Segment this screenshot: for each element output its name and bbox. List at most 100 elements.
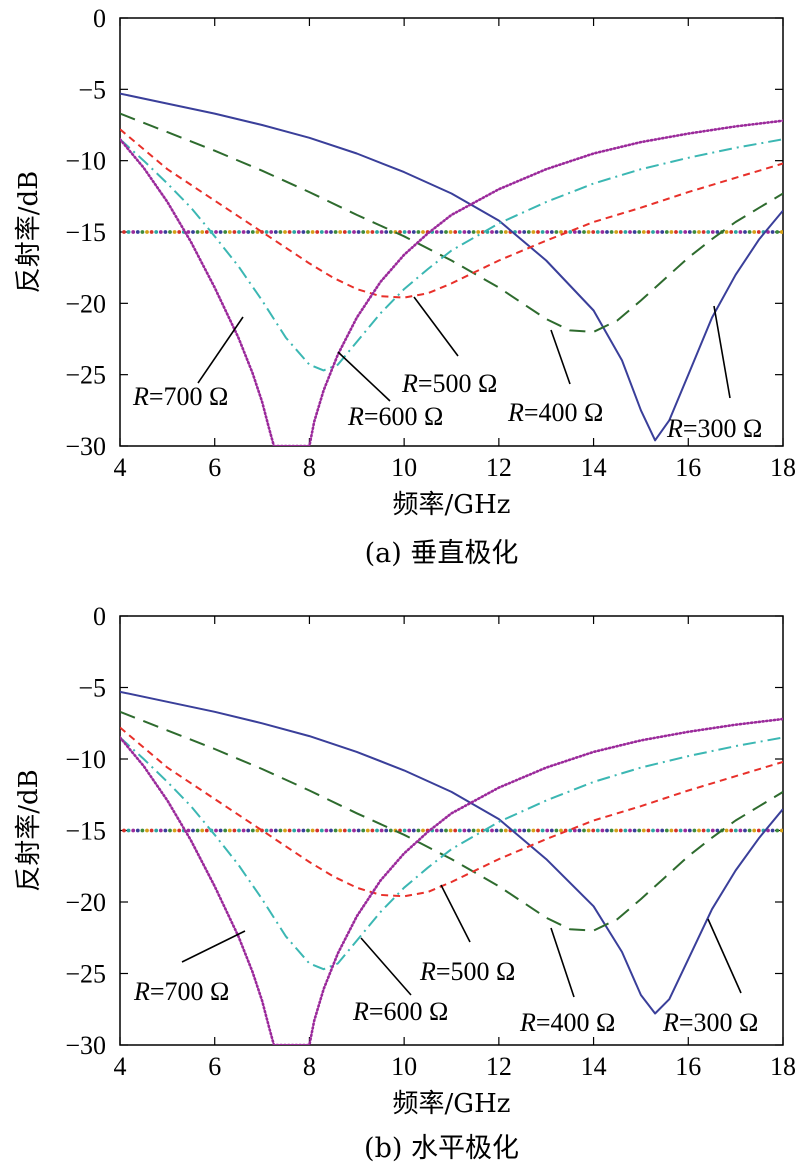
reference-dot [549,828,554,833]
reference-dot [444,230,448,234]
reference-dot [301,230,306,234]
annotation-r-symbol: R [352,997,369,1026]
reference-dot [140,230,145,234]
reference-dot [255,230,260,234]
reference-dot [517,828,522,833]
reference-dot [738,828,743,833]
reference-dot [168,230,172,234]
y-tick-label: −20 [65,289,106,318]
reference-dot [494,230,499,234]
reference-dot [278,828,283,833]
reference-dot [388,230,393,234]
reference-dot [467,230,471,234]
reference-dot [250,230,255,234]
x-tick-label: 14 [581,453,607,482]
reference-dot [733,828,738,833]
reference-dot [135,230,140,234]
reference-dot [522,828,527,833]
reference-dot [407,828,412,833]
reference-dot [738,230,743,234]
plot-area [120,690,783,1045]
reference-dot [733,230,738,234]
reference-dot [434,230,439,234]
series-line-r400 [120,710,783,932]
y-tick-label: −15 [65,218,106,247]
reference-dot [195,230,200,234]
reference-dot [149,230,154,234]
reference-dot [186,828,191,833]
reference-dot [365,230,370,234]
reference-dot [361,828,366,833]
reference-dot [651,828,655,833]
series-annotation: R=600 Ω [347,402,443,431]
reference-dot [692,230,697,234]
y-tick-label: −10 [65,745,106,774]
reference-dot [747,230,752,234]
reference-dot [526,230,531,234]
reference-dot [457,828,462,833]
series-annotation: R=600 Ω [352,997,448,1026]
reference-dot [752,230,757,234]
annotation-leader [360,937,412,996]
reference-dot [379,828,384,833]
reference-dot [269,828,274,833]
reference-dot [582,230,586,234]
reference-dot [195,828,200,833]
y-tick-label: −10 [65,147,106,176]
reference-dot [591,828,596,833]
reference-dot [572,828,577,833]
chart-panel-a: 4 6 8 10 12 14 16 18 0 −5 −10 −15 −20 −25 −30 频率/GHz 反射率… [14,4,796,569]
reference-dot [145,828,149,833]
reference-dot [384,828,389,833]
reference-dot [306,230,310,234]
reference-dot [411,230,416,234]
annotation-r-symbol: R [666,414,683,443]
reference-dot [315,828,320,833]
reference-dot [729,828,734,833]
reference-dot [609,828,614,833]
y-tick-label: −25 [65,361,106,390]
reference-dot [149,828,154,833]
reference-dot [218,828,223,833]
reference-dot [457,230,462,234]
reference-dot [278,230,283,234]
x-tick-label: 4 [114,1052,127,1081]
reference-dot [273,828,278,833]
reference-dot [200,828,205,833]
annotation-leader [713,305,731,399]
reference-dot [641,828,646,833]
series-annotation: R=400 Ω [519,1008,615,1037]
reference-dot [559,828,563,833]
reference-dot [752,828,757,833]
y-tick-label: −30 [65,432,106,461]
x-axis-title: 频率/GHz [393,1089,511,1119]
reference-dot [655,828,660,833]
reference-dot [402,230,407,234]
chart-panel-b: 4 6 8 10 12 14 16 18 0 −5 −10 −15 −20 −25 −30 频率/GHz 反射率… [14,602,796,1164]
x-tick-label: 12 [486,1052,512,1081]
series-line-r500 [120,128,783,299]
annotation-r-symbol: R [401,369,418,398]
reference-dot [683,230,688,234]
reference-dot [522,230,527,234]
reference-dot [476,230,481,234]
reference-dot [674,230,678,234]
reference-dot [697,230,701,234]
reference-dot [324,230,329,234]
annotation-value: =500 Ω [436,957,516,986]
annotation-value: =600 Ω [364,402,444,431]
annotation-value: =600 Ω [369,997,449,1026]
reference-dot [352,230,356,234]
reference-dot [609,230,614,234]
reference-dot [743,230,747,234]
annotation-value: =400 Ω [524,398,604,427]
reference-dot [775,230,780,234]
reference-dot [660,828,665,833]
reference-dot [660,230,665,234]
reference-dot [388,828,393,833]
annotation-r-symbol: R [347,402,364,431]
reference-dot [715,828,720,833]
x-tick-label: 8 [303,453,316,482]
y-tick-label: −30 [65,1031,106,1060]
reference-dot [416,230,421,234]
